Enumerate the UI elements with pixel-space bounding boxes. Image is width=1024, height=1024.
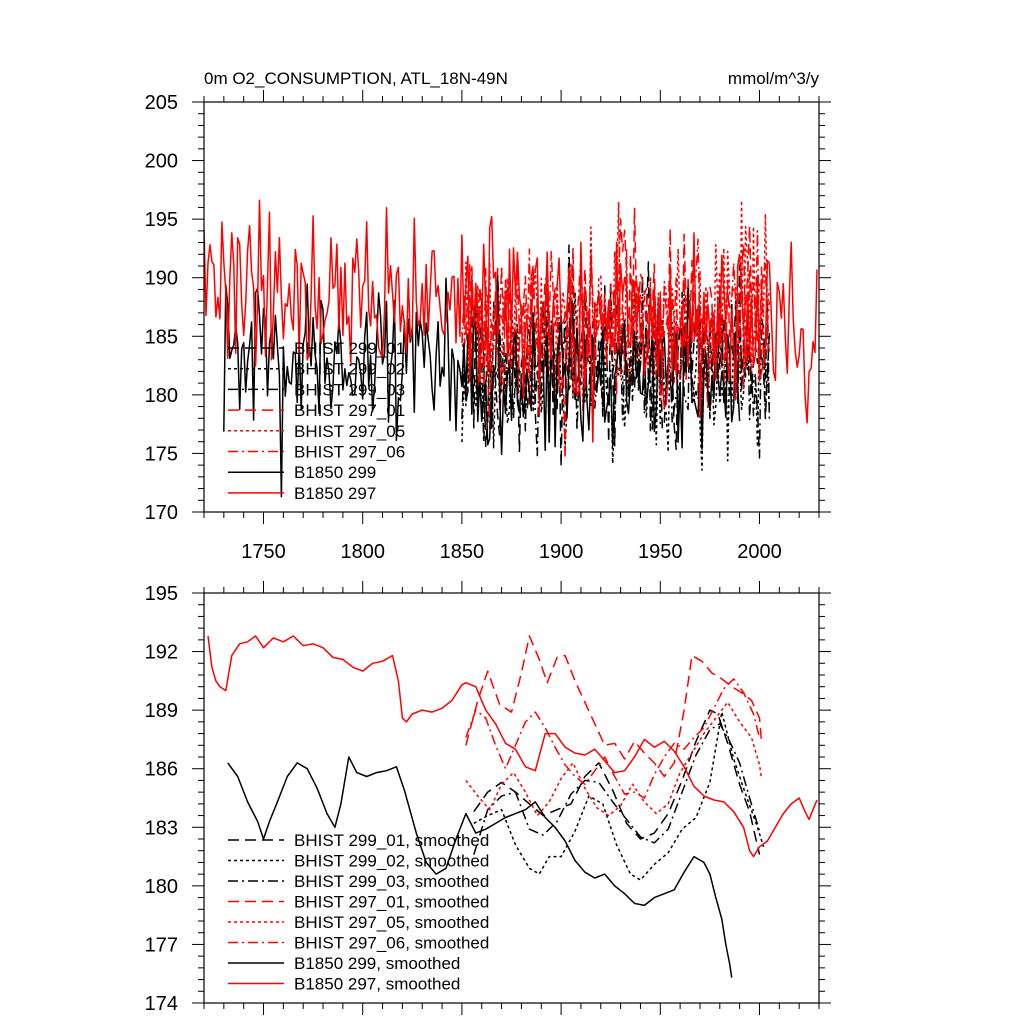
y-tick-label: 192	[145, 642, 178, 664]
y-tick-label: 186	[145, 759, 178, 781]
legend-label-bhist-299-03: BHIST 299_03	[294, 380, 405, 399]
y-tick-label: 175	[145, 443, 178, 465]
x-tick-label: 1900	[539, 541, 584, 563]
legend-label-bhist-297-01: BHIST 297_01	[294, 401, 405, 420]
plot-frame	[203, 592, 820, 1004]
y-tick-label: 174	[145, 993, 178, 1015]
x-tick-label: 1850	[440, 541, 485, 563]
y-tick-label: 177	[145, 934, 178, 956]
legend-label-b1850-299: B1850 299	[294, 463, 376, 482]
legend-label-bhist-299-01-smoothed: BHIST 299_01, smoothed	[294, 831, 489, 850]
series-line-bhist-299-03-smoothed	[473, 723, 761, 855]
y-tick-label: 190	[145, 268, 178, 290]
y-tick-label: 180	[145, 876, 178, 898]
legend: BHIST 299_01, smoothed BHIST 299_02, smoo…	[228, 831, 489, 994]
series-line-bhist-297-05-smoothed	[465, 701, 763, 817]
series-lines	[204, 199, 818, 498]
series-line-bhist-297-01-smoothed	[465, 635, 763, 778]
x-tick-label: 1950	[638, 541, 683, 563]
legend-label-b1850-297: B1850 297	[294, 484, 376, 503]
legend-label-bhist-299-02: BHIST 299_02	[294, 360, 405, 379]
plot-frame	[203, 101, 820, 513]
series-line-bhist-299-01-smoothed	[473, 709, 761, 855]
bottom-panel: 174 177 180 183 186 189 192 195 BHIST 299_01, sm…	[145, 581, 831, 1015]
series-line-bhist-297-06-smoothed	[465, 678, 761, 799]
y-tick-label: 195	[145, 209, 178, 231]
y-tick-label: 189	[145, 700, 178, 722]
legend-label-b1850-297-smoothed: B1850 297, smoothed	[294, 975, 460, 994]
y-tick-label: 183	[145, 817, 178, 839]
legend-label-bhist-299-01: BHIST 299_01	[294, 339, 405, 358]
y-tick-label: 200	[145, 151, 178, 173]
y-tick-label: 180	[145, 385, 178, 407]
legend-label-bhist-297-05: BHIST 297_05	[294, 422, 405, 441]
series-line-b1850-297	[204, 199, 818, 443]
x-tick-label: 1800	[340, 541, 385, 563]
y-tick-label: 195	[145, 583, 178, 605]
top-panel: 1750 1800 1850 1900 1950 2000 170 175 180 185 190 1…	[145, 90, 831, 563]
y-tick-label: 205	[145, 92, 178, 114]
chart-title: 0m O2_CONSUMPTION, ATL_18N-49N	[204, 69, 508, 88]
legend-label-bhist-297-05-smoothed: BHIST 297_05, smoothed	[294, 913, 489, 932]
legend-label-bhist-299-02-smoothed: BHIST 299_02, smoothed	[294, 852, 489, 871]
legend-label-bhist-297-06: BHIST 297_06	[294, 443, 405, 462]
legend-label-b1850-299-smoothed: B1850 299, smoothed	[294, 954, 460, 973]
series-line-bhist-299-02	[461, 288, 771, 471]
x-tick-label: 2000	[737, 541, 782, 563]
legend-label-bhist-297-06-smoothed: BHIST 297_06, smoothed	[294, 934, 489, 953]
series-line-b1850-297-smoothed	[207, 635, 818, 858]
legend-label-bhist-297-01-smoothed: BHIST 297_01, smoothed	[294, 893, 489, 912]
series-line-bhist-299-02-smoothed	[473, 711, 765, 881]
series-line-bhist-297-01	[461, 206, 771, 461]
chart-units: mmol/m^3/y	[728, 69, 820, 88]
y-tick-label: 185	[145, 326, 178, 348]
y-tick-label: 170	[145, 502, 178, 524]
legend-label-bhist-299-03-smoothed: BHIST 299_03, smoothed	[294, 872, 489, 891]
series-line-b1850-299-smoothed	[227, 756, 733, 978]
series-lines	[207, 635, 818, 978]
x-tick-label: 1750	[241, 541, 286, 563]
